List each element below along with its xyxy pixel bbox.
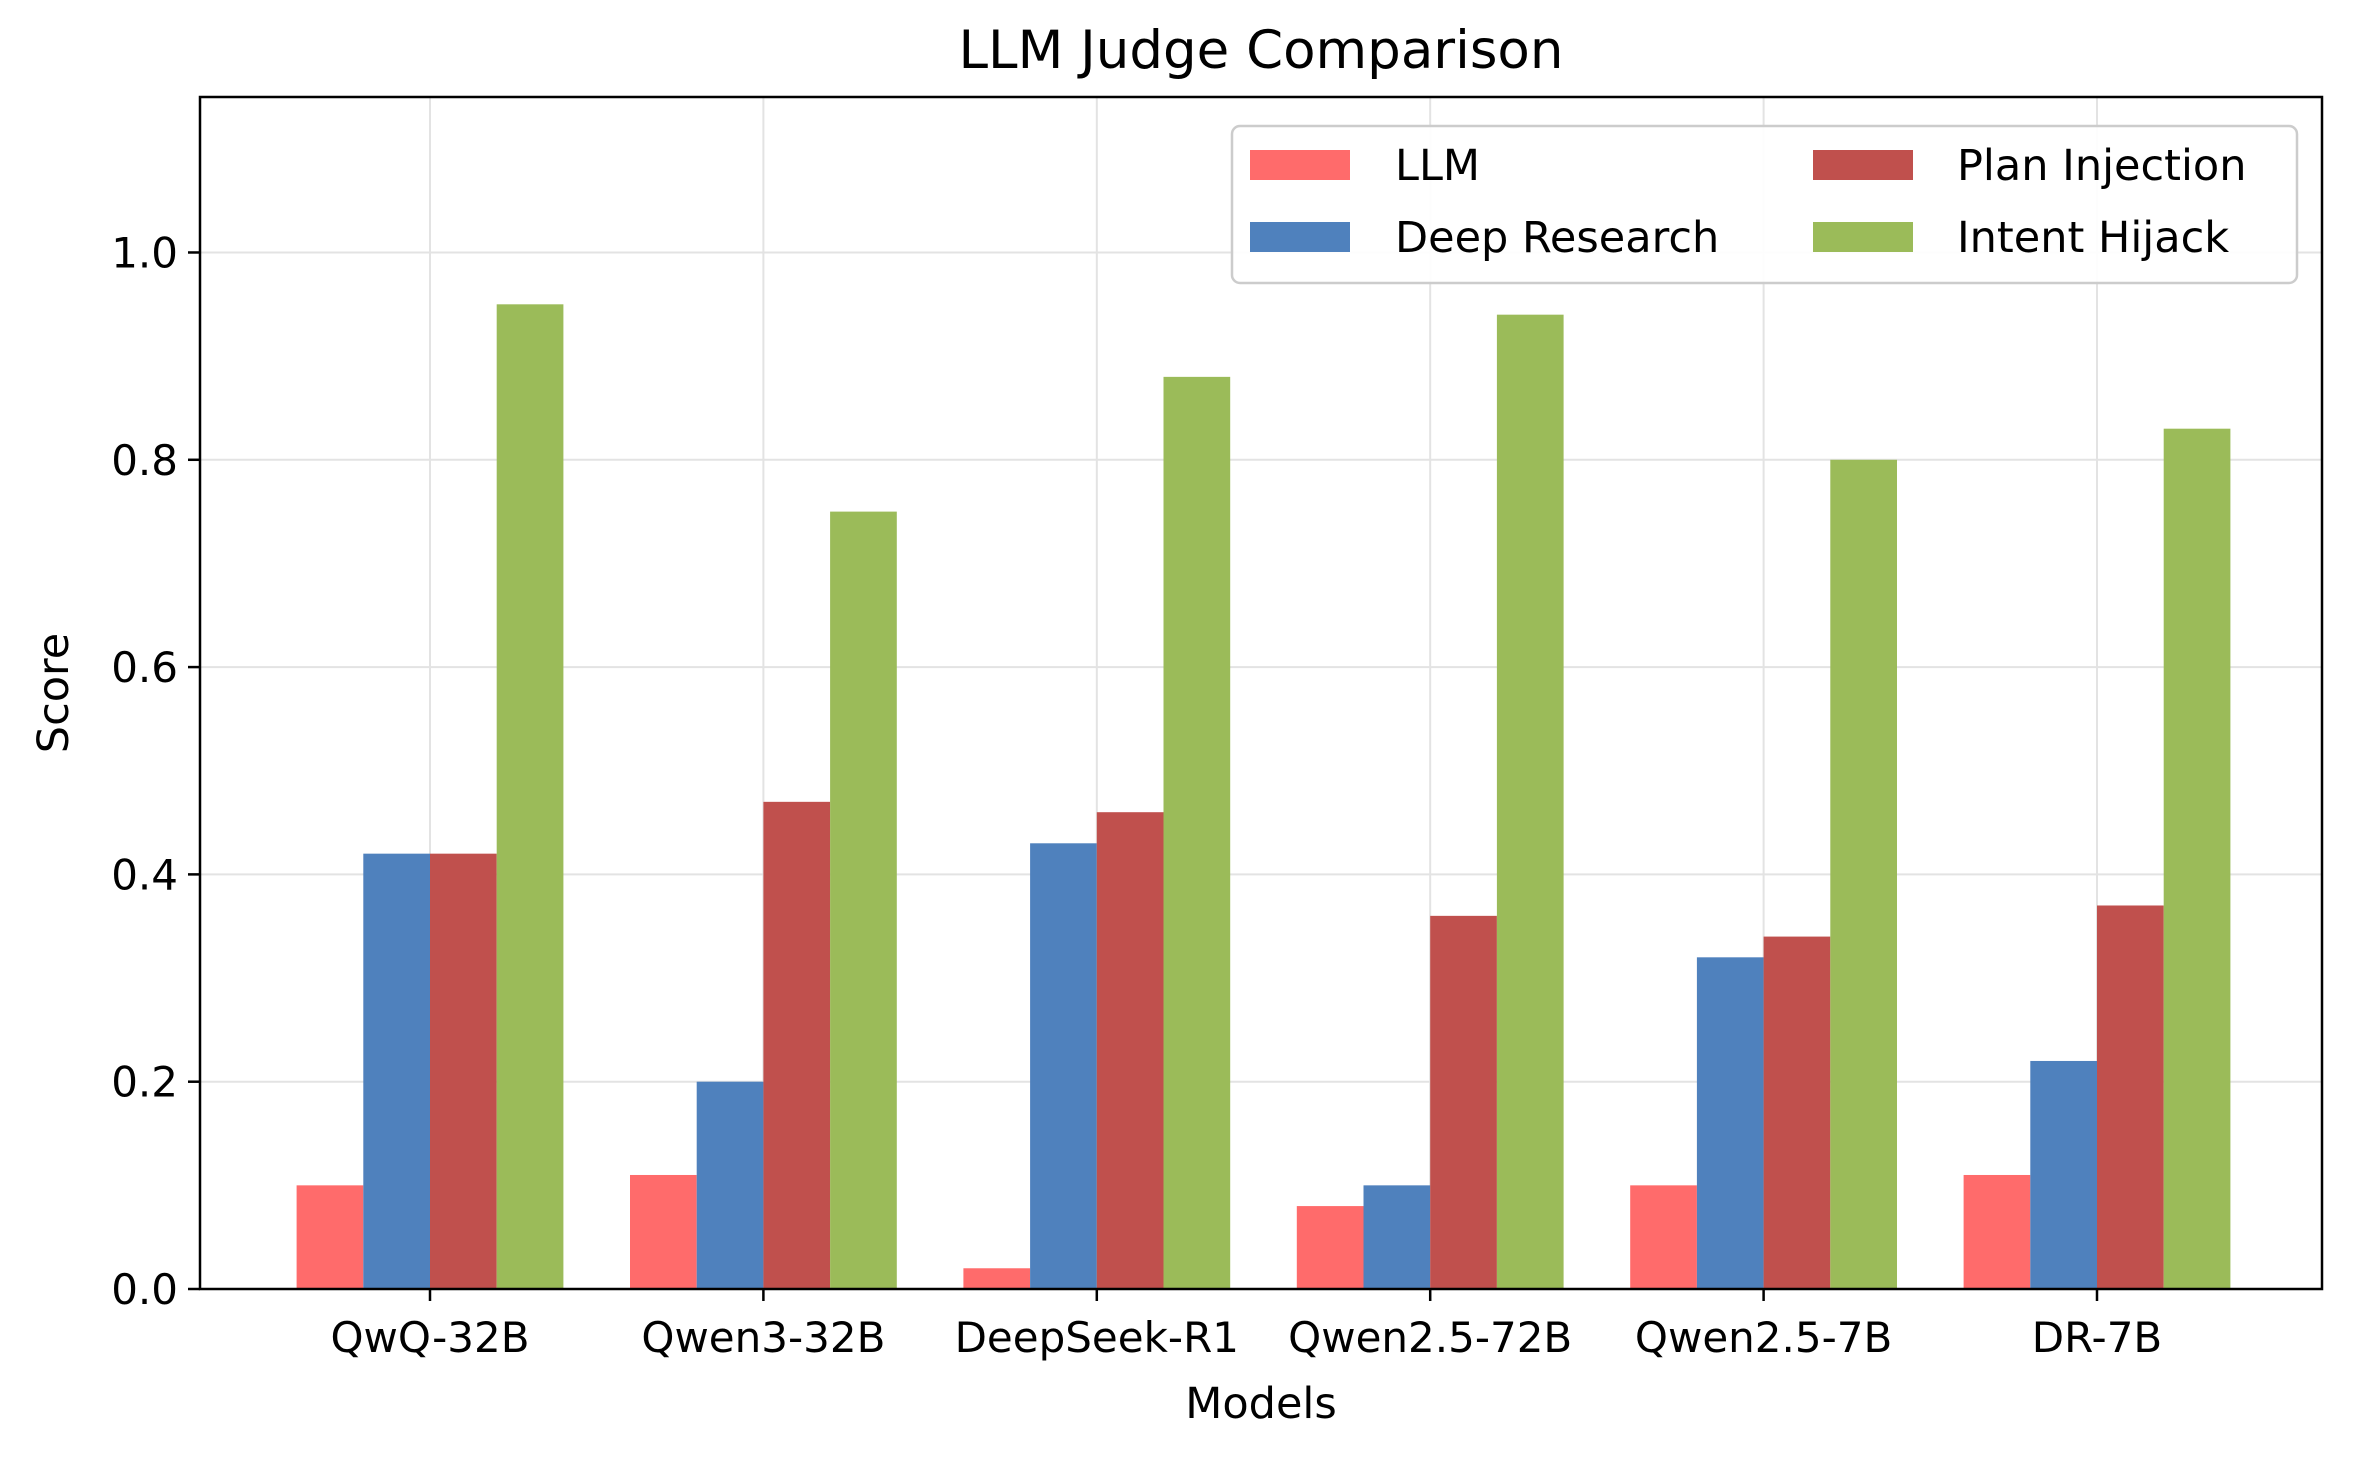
- bar: [1696, 957, 1764, 1289]
- bar: [1163, 376, 1231, 1290]
- bar: [1630, 1185, 1697, 1289]
- bars: [296, 304, 2231, 1290]
- bar: [296, 1185, 364, 1289]
- bar: [430, 853, 497, 1289]
- y-tick-label: 0.8: [111, 436, 178, 485]
- bar: [1363, 1185, 1431, 1289]
- bar: [763, 801, 831, 1289]
- bar: [696, 1081, 764, 1289]
- plot-frame: [198, 95, 2324, 1291]
- y-tick-label: 0.0: [111, 1265, 178, 1314]
- x-tick-label: DeepSeek-R1: [955, 1313, 1239, 1362]
- bar: [2097, 905, 2164, 1289]
- bar: [1296, 1206, 1364, 1289]
- bar: [1030, 843, 1097, 1289]
- bar: [830, 511, 897, 1289]
- legend-swatch: [1813, 150, 1913, 180]
- x-axis-label: Models: [1185, 1379, 1337, 1429]
- chart-title: LLM Judge Comparison: [959, 20, 1564, 81]
- legend-label: Deep Research: [1395, 213, 1719, 263]
- legend: LLM Deep Research Plan Injection Intent Hij…: [1230, 124, 2299, 285]
- bar: [963, 1268, 1031, 1289]
- bar: [1963, 1174, 2031, 1289]
- legend-label: Intent Hijack: [1957, 213, 2229, 263]
- legend-label: LLM: [1395, 141, 1480, 191]
- bar: [1096, 812, 1164, 1289]
- bar: [496, 304, 564, 1290]
- legend-swatch: [1250, 222, 1350, 252]
- x-tick-label: QwQ-32B: [330, 1313, 529, 1362]
- x-tick-label: Qwen2.5-7B: [1635, 1313, 1892, 1362]
- legend-swatch: [1250, 150, 1350, 180]
- x-tick-label: Qwen2.5-72B: [1288, 1313, 1572, 1362]
- legend-label: Plan Injection: [1957, 141, 2247, 191]
- bar: [2163, 428, 2231, 1289]
- bar: [1496, 314, 1564, 1289]
- ticks: 0.0 0.2 0.4 0.6 0.8 1.0 QwQ-32B Qwen3-32B DeepSe…: [111, 228, 2162, 1362]
- x-tick-label: DR-7B: [2032, 1313, 2163, 1362]
- bar: [363, 853, 430, 1289]
- bar: [1830, 459, 1897, 1290]
- x-tick-label: Qwen3-32B: [641, 1313, 885, 1362]
- y-axis-label: Score: [29, 633, 79, 753]
- bar: [1430, 915, 1497, 1289]
- bar: [1763, 936, 1831, 1289]
- legend-box: [1230, 124, 2299, 285]
- y-tick-label: 0.2: [111, 1058, 178, 1107]
- legend-swatch: [1813, 222, 1913, 252]
- bar: [630, 1174, 697, 1289]
- y-tick-label: 0.4: [111, 850, 178, 899]
- bar: [2030, 1060, 2097, 1289]
- y-tick-label: 1.0: [111, 228, 178, 277]
- y-tick-label: 0.6: [111, 643, 178, 692]
